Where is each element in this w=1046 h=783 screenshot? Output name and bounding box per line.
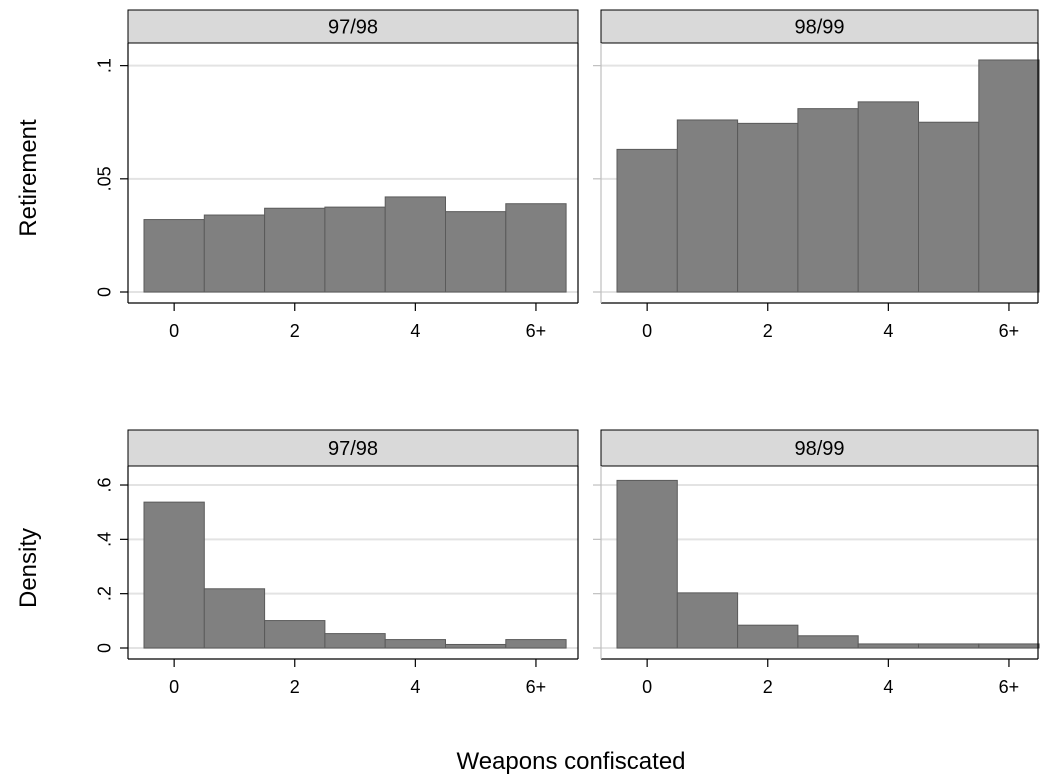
bar-1 [676,119,739,293]
bar-1 [203,588,266,649]
strip-label: 98/99 [794,438,844,460]
bar-3 [797,635,859,649]
bar-4 [384,639,447,649]
bar-1 [203,214,266,293]
x-tick-label: 0 [169,321,179,341]
y-tick-label: .2 [94,586,114,601]
bar-3 [797,108,859,293]
bar-4 [857,101,920,293]
panel-0-0: 97/98 0 .05 .1 0 2 4 6+ [94,9,579,341]
y-tick-label: .1 [94,58,114,73]
x-tick-label: 4 [410,321,420,341]
x-tick-label: 2 [763,677,773,697]
y-tick-label: 0 [94,643,114,653]
x-tick-label: 6+ [999,677,1020,697]
y-tick-label: .4 [94,532,114,547]
x-tick-label: 6+ [999,321,1020,341]
bar-5 [918,643,980,649]
strip-label: 98/99 [794,17,844,39]
strip-header [600,9,1039,44]
bar-2 [264,620,326,649]
strip-header [127,9,579,44]
x-tick-label: 0 [642,677,652,697]
x-tick-label: 0 [642,321,652,341]
x-tick-label: 0 [169,677,179,697]
bar-2 [737,122,799,293]
strip-header [600,429,1039,467]
bar-4 [857,643,920,649]
x-tick-label: 2 [290,677,300,697]
panel-1-0: 97/98 0 .2 .4 .6 0 2 4 6+ [94,429,579,697]
bar-3 [324,633,386,649]
bar-2 [264,207,326,293]
y-tick-label: 0 [94,287,114,297]
x-tick-label: 2 [763,321,773,341]
bar-0 [143,219,205,293]
bar-6+ [978,59,1040,293]
x-tick-label: 6+ [526,321,547,341]
panels-group: 97/98 0 .05 .1 0 2 4 6+ 98/99 0 2 4 6+ 97/98 0 .2 .4 .6 0 2… [94,9,1040,697]
bar-1 [676,592,739,649]
bar-6+ [978,643,1040,649]
bar-5 [918,121,980,293]
y-axis-label-density: Density [15,528,42,608]
x-tick-label: 4 [883,321,893,341]
y-tick-label: .05 [94,166,114,191]
y-tick-label: .6 [94,478,114,493]
y-axis-label-retirement: Retirement [15,119,42,237]
strip-label: 97/98 [328,17,378,39]
bar-4 [384,196,447,293]
bar-6+ [505,203,567,293]
strip-header [127,429,579,467]
bar-0 [616,148,678,293]
x-tick-label: 4 [883,677,893,697]
bar-0 [143,501,205,649]
x-tick-label: 4 [410,677,420,697]
strip-label: 97/98 [328,438,378,460]
bar-5 [445,211,507,293]
bar-5 [445,643,507,649]
x-axis-label: Weapons confiscated [456,748,685,775]
panel-1-1: 98/99 0 2 4 6+ [593,429,1040,697]
x-tick-label: 6+ [526,677,547,697]
bar-3 [324,206,386,293]
bar-6+ [505,639,567,649]
bar-0 [616,479,678,649]
panel-0-1: 98/99 0 2 4 6+ [593,9,1040,341]
bar-2 [737,624,799,649]
x-tick-label: 2 [290,321,300,341]
